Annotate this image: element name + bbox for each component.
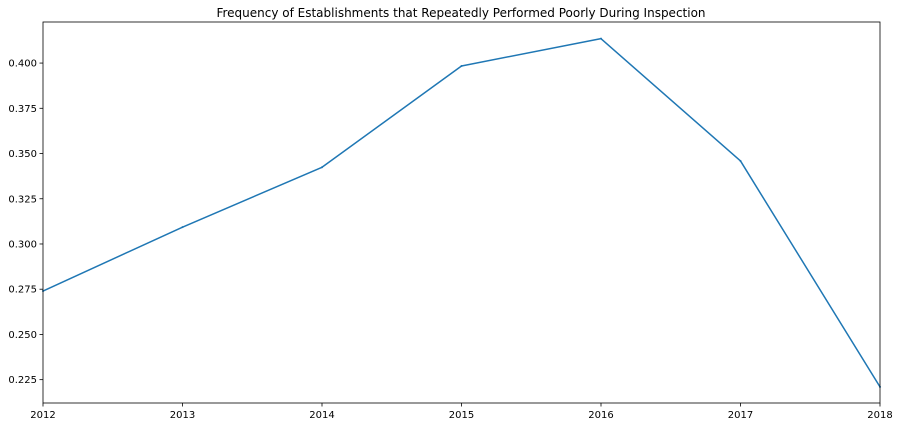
y-tick-label: 0.275 — [8, 285, 37, 296]
y-tick-label: 0.250 — [8, 330, 37, 341]
x-tick-label: 2016 — [588, 410, 613, 421]
data-point — [460, 64, 463, 67]
y-tick-label: 0.400 — [8, 59, 37, 70]
series-group — [42, 37, 881, 388]
x-tick-label: 2018 — [867, 410, 892, 421]
plot-frame — [42, 21, 881, 404]
x-tick-label: 2013 — [170, 410, 195, 421]
series-line — [42, 37, 881, 388]
x-tick-label: 2017 — [728, 410, 753, 421]
x-tick-label: 2012 — [30, 410, 55, 421]
x-axis: 2012 2013 2014 2015 2016 2017 2018 — [30, 403, 893, 421]
data-point — [181, 226, 184, 229]
data-point — [739, 159, 742, 162]
data-point — [600, 37, 602, 40]
y-tick-label: 0.300 — [8, 239, 37, 250]
y-tick-label: 0.375 — [8, 104, 37, 115]
chart-title: Frequency of Establishments that Repeate… — [216, 6, 705, 20]
y-axis: 0.225 0.250 0.275 0.300 0.325 0.350 0.375 0.400 — [8, 59, 43, 386]
x-tick-label: 2014 — [309, 410, 334, 421]
y-tick-label: 0.225 — [8, 375, 37, 386]
data-point — [321, 166, 323, 169]
x-tick-label: 2015 — [449, 410, 474, 421]
y-tick-label: 0.325 — [8, 194, 37, 205]
y-tick-label: 0.350 — [8, 149, 37, 160]
